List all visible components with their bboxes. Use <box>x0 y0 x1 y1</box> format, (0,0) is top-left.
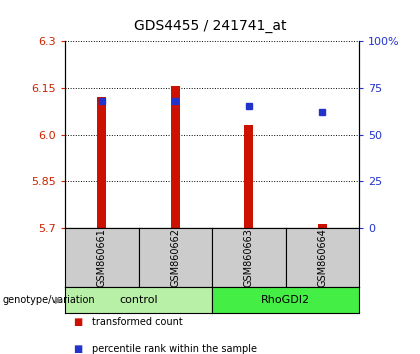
Text: genotype/variation: genotype/variation <box>2 295 95 305</box>
Text: transformed count: transformed count <box>92 317 183 327</box>
Bar <box>97 97 106 228</box>
Text: ▶: ▶ <box>55 295 62 305</box>
Text: GSM860661: GSM860661 <box>97 228 107 287</box>
Text: GDS4455 / 241741_at: GDS4455 / 241741_at <box>134 19 286 34</box>
Text: RhoGDI2: RhoGDI2 <box>261 295 310 305</box>
Text: control: control <box>119 295 158 305</box>
Bar <box>171 86 180 228</box>
Bar <box>244 125 253 228</box>
Text: ■: ■ <box>74 317 83 327</box>
Text: GSM860662: GSM860662 <box>171 228 180 287</box>
Text: GSM860663: GSM860663 <box>244 228 254 287</box>
Text: ■: ■ <box>74 344 83 354</box>
Text: percentile rank within the sample: percentile rank within the sample <box>92 344 257 354</box>
Bar <box>318 224 327 228</box>
Text: GSM860664: GSM860664 <box>318 228 327 287</box>
